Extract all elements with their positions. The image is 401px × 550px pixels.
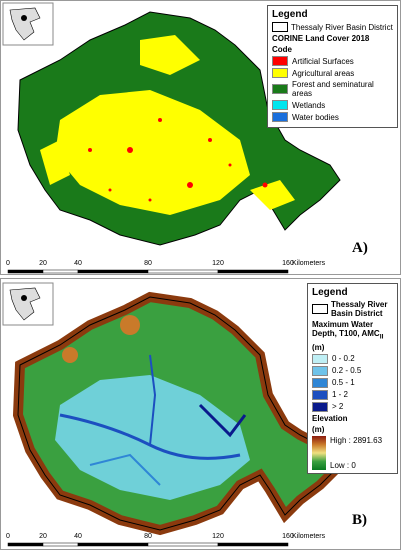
legend-subtitle: CORINE Land Cover 2018 <box>272 34 370 43</box>
scale-tick-label: 120 <box>212 533 224 540</box>
legend-title: Legend <box>272 9 308 20</box>
scale-tick-label: 80 <box>144 260 152 267</box>
elevation-heading: Elevation <box>312 413 348 423</box>
legend-label: 1 - 2 <box>332 390 349 400</box>
scale-tick-label: 160 <box>282 260 294 267</box>
scale-segment <box>77 269 149 274</box>
scale-segment <box>217 542 289 547</box>
legend-swatch <box>272 100 288 110</box>
land-cover-map <box>17 11 341 246</box>
legend-item: Wetlands <box>272 100 393 110</box>
legend-item: Agricultural areas <box>272 68 393 78</box>
legend-swatch <box>272 56 288 66</box>
legend-label: Water bodies <box>292 112 339 122</box>
legend-items: Artificial Surfaces Agricultural areas For… <box>272 56 393 122</box>
scale-tick-label: 20 <box>39 260 47 267</box>
legend-item: > 2 <box>312 401 393 412</box>
legend-swatch <box>272 84 288 94</box>
boundary-label: Thessaly River Basin District <box>291 22 393 32</box>
scale-tick-label: 40 <box>74 533 82 540</box>
panel-label: B) <box>352 512 367 528</box>
scale-segment <box>42 269 79 274</box>
scale-segment <box>147 269 219 274</box>
legend-label: 0.5 - 1 <box>332 378 355 388</box>
depth-heading: Maximum Water Depth, T100, AMCII <box>312 320 393 341</box>
legend-swatch <box>312 353 328 364</box>
scale-segment <box>7 542 44 547</box>
legend-swatch <box>312 365 328 376</box>
legend-item: 1 - 2 <box>312 389 393 400</box>
legend-item: Artificial Surfaces <box>272 56 393 66</box>
boundary-label: Thessaly River Basin District <box>331 300 388 318</box>
legend: Legend Thessaly River Basin District COR… <box>267 5 398 128</box>
elevation-ramp: High : 2891.63 Low : 0 <box>312 435 393 470</box>
legend-label: 0 - 0.2 <box>332 354 355 364</box>
legend-label: > 2 <box>332 402 344 412</box>
legend-item: 0.5 - 1 <box>312 377 393 388</box>
legend-swatch <box>312 389 328 400</box>
depth-unit: (m) <box>312 342 325 352</box>
scale-tick-label: 0 <box>6 533 10 540</box>
elevation-low: Low : 0 <box>330 460 356 470</box>
legend-item: Forest and seminatural areas <box>272 80 393 98</box>
scale-tick-label: 0 <box>6 260 10 267</box>
legend-boundary: Thessaly River Basin District <box>312 300 393 318</box>
legend-item: 0 - 0.2 <box>312 353 393 364</box>
legend: Legend Thessaly River Basin District Max… <box>307 283 398 474</box>
depth-heading-sub: II <box>379 333 384 341</box>
scale-unit: Kilometers <box>292 260 326 267</box>
scale-tick-label: 80 <box>144 533 152 540</box>
legend-swatch <box>312 401 328 412</box>
scale-segment <box>77 542 149 547</box>
scale-tick-label: 20 <box>39 533 47 540</box>
depth-heading-text: Maximum Water Depth, T100, AMC <box>312 320 380 338</box>
panel-label: A) <box>352 240 368 256</box>
scale-unit: Kilometers <box>292 533 326 540</box>
scale-segment <box>7 269 44 274</box>
scale-segment <box>147 542 219 547</box>
flood-depth-map <box>18 297 340 530</box>
legend-swatch <box>272 68 288 78</box>
legend-label: Artificial Surfaces <box>292 56 354 66</box>
elevation-unit: (m) <box>312 424 325 434</box>
legend-code: Code <box>272 45 292 54</box>
scale-tick-label: 160 <box>282 533 294 540</box>
legend-swatch <box>312 377 328 388</box>
scale-tick-label: 120 <box>212 260 224 267</box>
legend-items: 0 - 0.2 0.2 - 0.5 0.5 - 1 1 - 2 > 2 <box>312 353 393 412</box>
legend-label: Forest and seminatural areas <box>292 80 374 98</box>
inset-map <box>2 2 54 326</box>
scale-segment <box>42 542 79 547</box>
legend-label: Agricultural areas <box>292 68 355 78</box>
scale-segment <box>217 269 289 274</box>
scale-tick-label: 40 <box>74 260 82 267</box>
legend-swatch <box>272 112 288 122</box>
legend-title: Legend <box>312 287 348 298</box>
legend-label: 0.2 - 0.5 <box>332 366 362 376</box>
elevation-high: High : 2891.63 <box>330 435 383 445</box>
legend-item: Water bodies <box>272 112 393 122</box>
legend-item: 0.2 - 0.5 <box>312 365 393 376</box>
legend-boundary: Thessaly River Basin District <box>272 22 393 32</box>
legend-label: Wetlands <box>292 100 326 110</box>
